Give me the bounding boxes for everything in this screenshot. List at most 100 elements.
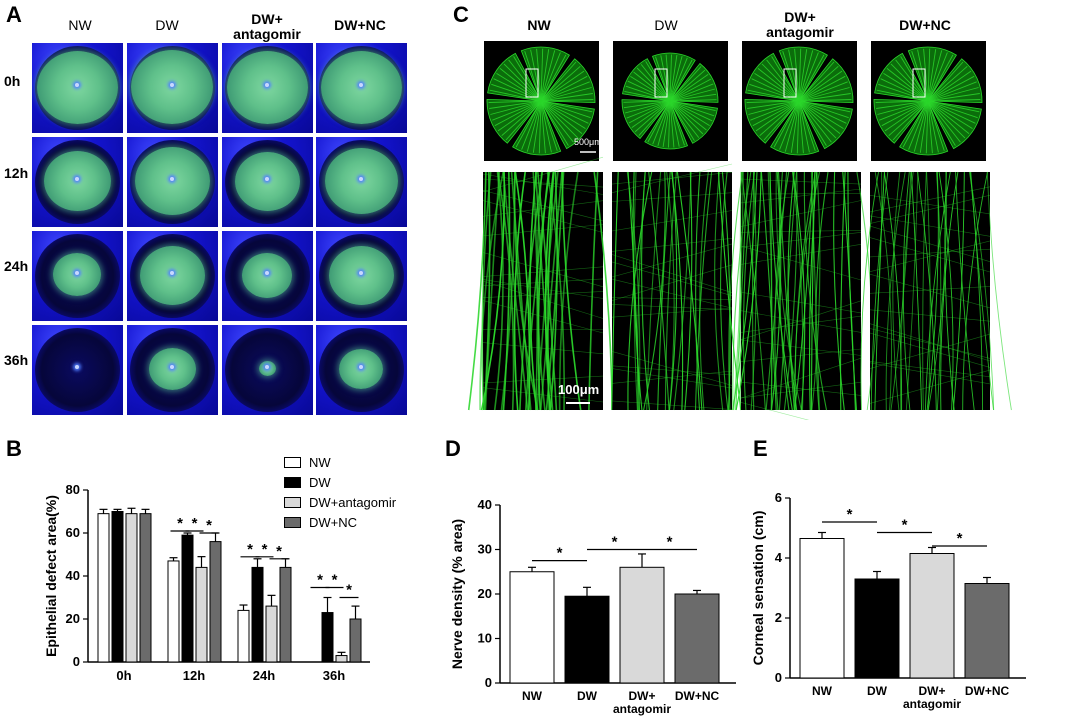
chart-b-y-tick-label: 80 — [66, 482, 80, 497]
panel-c-letter: C — [453, 2, 469, 27]
roi-box — [525, 68, 539, 98]
fluorescein-stain — [227, 51, 308, 124]
legend-swatch-nc — [284, 517, 301, 528]
fluorescein-stain — [131, 50, 213, 124]
chart-d-sig-0-star: * — [557, 545, 563, 562]
fluorescein-stain — [325, 148, 398, 214]
chart-d-x-tick-label: DW+NC — [675, 689, 720, 703]
light-reflection — [359, 83, 363, 87]
legend-label-nc: DW+NC — [309, 515, 358, 530]
chart-b-sig-a-star: * — [317, 572, 323, 589]
roi-box — [654, 68, 668, 98]
light-reflection — [75, 177, 79, 181]
chart-e-sig-1-star: * — [902, 517, 908, 534]
light-reflection — [265, 271, 269, 275]
chart-b-bar-dw-12h — [181, 534, 194, 663]
chart-e-sig-0-star: * — [847, 506, 853, 523]
chart-e-bar-dwnc — [964, 583, 1010, 679]
chart-b-bar-dwnc-0h — [139, 513, 152, 663]
panel-b-letter: B — [6, 436, 22, 461]
light-reflection — [265, 365, 269, 369]
chart-d-bar-dwnc — [674, 593, 720, 684]
eye-photo-nw-24h — [32, 231, 123, 321]
chart-b-bar-dw-0h — [111, 511, 124, 663]
panel-c-col-label-nw: NW — [527, 17, 551, 33]
panel-a-col-label-antagomir: DW+ antagomir — [233, 11, 301, 42]
magnified-antagomir — [728, 171, 874, 420]
panel-c-col-label-nc: DW+NC — [899, 17, 951, 33]
chart-b-sig-c-star: * — [276, 543, 282, 560]
chart-b-sig-a-star: * — [247, 541, 253, 558]
scale-bar-500-label: 500μm — [574, 137, 602, 147]
chart-e-x-tick-label: NW — [812, 684, 833, 698]
chart-b-sig-b-star: * — [262, 541, 268, 558]
panel-a-col-label-dw: DW — [155, 17, 179, 33]
light-reflection — [75, 271, 79, 275]
chart-e-y-label: Corneal sensation (cm) — [750, 511, 766, 666]
wholemount-antagomir — [742, 41, 857, 161]
fluorescein-stain — [37, 51, 118, 124]
light-reflection — [75, 365, 79, 369]
eye-photo-antagomir-36h — [222, 325, 313, 415]
panel-e-bar-chart: 0 2 4 6 Corneal sensation (cm) NW DW DW+antagom… — [750, 490, 1026, 711]
chart-b-bar-dwnc-12h — [209, 541, 222, 663]
chart-b-sig-b-star: * — [192, 515, 198, 532]
scale-bar-100-label: 100μm — [558, 382, 600, 397]
chart-e-x-tick-label-line2: antagomir — [903, 697, 961, 711]
chart-b-bar-nw-24h — [237, 609, 250, 663]
chart-e-x-tick-label: DW+ — [919, 684, 946, 698]
legend-label-dw: DW — [309, 475, 331, 490]
magnified-nc — [860, 171, 1012, 411]
light-reflection — [265, 177, 269, 181]
chart-d-x-tick-label: NW — [522, 689, 543, 703]
chart-b-bar-nw-12h — [167, 560, 180, 663]
chart-d-x-tick-label-line2: antagomir — [613, 702, 671, 716]
chart-e-sig-2-star: * — [957, 530, 963, 547]
light-reflection — [170, 83, 174, 87]
fluorescein-stain — [149, 348, 196, 390]
eye-photo-nc-24h — [316, 231, 407, 321]
fluorescein-stain — [44, 151, 111, 211]
light-reflection — [170, 177, 174, 181]
eye-photo-antagomir-0h — [222, 43, 313, 133]
eye-photo-nw-0h — [32, 43, 123, 133]
eye-photo-dw-36h — [127, 325, 218, 415]
chart-d-y-tick-label: 0 — [485, 675, 492, 690]
eye-photo-antagomir-12h — [222, 137, 313, 227]
panel-e-letter: E — [753, 436, 768, 461]
chart-b-bar-nw-0h — [97, 513, 110, 663]
chart-d-bar-nw — [509, 571, 555, 684]
chart-b-x-tick-label: 12h — [183, 668, 205, 683]
chart-d-bar-dw — [564, 595, 610, 684]
eye-photo-nw-36h — [32, 325, 123, 415]
panel-a-col-label-nw: NW — [68, 17, 92, 33]
legend-swatch-antagomir — [284, 497, 301, 508]
chart-b-bar-dwnc-24h — [279, 566, 292, 663]
light-reflection — [265, 83, 269, 87]
eye-photo-dw-0h — [127, 43, 218, 133]
fluorescein-stain — [135, 147, 210, 215]
chart-b-sig-c-star: * — [346, 582, 352, 599]
chart-b-y-tick-label: 60 — [66, 525, 80, 540]
legend-swatch-nw — [284, 457, 301, 468]
legend-label-nw: NW — [309, 455, 331, 470]
chart-d-sig-2-star: * — [667, 534, 673, 551]
chart-d-y-tick-label: 20 — [478, 586, 492, 601]
panel-a-row-label-36h: 36h — [4, 352, 29, 368]
panel-c-micrographs — [467, 41, 1012, 420]
legend-label-antagomir: DW+antagomir — [309, 495, 397, 510]
wholemount-nc — [871, 41, 986, 161]
chart-d-sig-1-star: * — [612, 534, 618, 551]
chart-e-y-tick-label: 0 — [775, 670, 782, 685]
chart-d-y-tick-label: 40 — [478, 497, 492, 512]
chart-e-bar-nw — [799, 538, 845, 679]
chart-b-y-tick-label: 40 — [66, 568, 80, 583]
eye-photo-nc-0h — [316, 43, 407, 133]
eye-photo-dw-24h — [127, 231, 218, 321]
chart-b-bar-dwantagomir-36h — [335, 655, 348, 663]
legend-swatch-dw — [284, 477, 301, 488]
light-reflection — [75, 83, 79, 87]
chart-e-bar-dw — [854, 578, 900, 679]
chart-d-x-tick-label: DW+ — [629, 689, 656, 703]
panel-a-letter: A — [6, 2, 22, 27]
